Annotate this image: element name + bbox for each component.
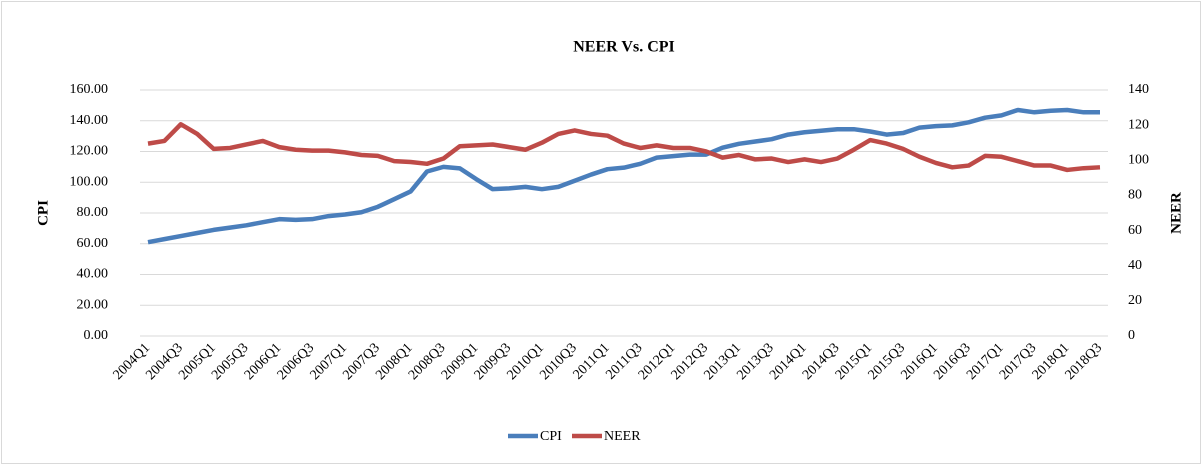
y-axis-title: CPI <box>35 200 51 226</box>
y2-tick-label: 140 <box>1128 82 1149 97</box>
y-tick-label: 0.00 <box>84 328 109 343</box>
y-tick-label: 140.00 <box>70 113 109 128</box>
y-tick-label: 120.00 <box>70 144 109 159</box>
y2-tick-label: 40 <box>1128 258 1142 273</box>
y2-axis-title: NEER <box>1168 192 1184 234</box>
chart-title: NEER Vs. CPI <box>573 39 675 56</box>
legend-label: NEER <box>604 429 641 444</box>
y-tick-label: 100.00 <box>70 174 109 189</box>
y-tick-label: 20.00 <box>77 297 109 312</box>
y2-tick-label: 100 <box>1128 153 1149 168</box>
y2-tick-label: 0 <box>1128 328 1135 343</box>
series-line <box>147 107 1100 245</box>
y2-tick-label: 60 <box>1128 223 1142 238</box>
y-tick-label: 40.00 <box>77 267 109 282</box>
y-tick-label: 160.00 <box>70 82 109 97</box>
series-line <box>147 122 1101 173</box>
y2-tick-label: 80 <box>1128 188 1142 203</box>
y-tick-label: 80.00 <box>77 205 109 220</box>
y2-tick-label: 20 <box>1128 293 1142 308</box>
y2-tick-label: 120 <box>1128 117 1149 132</box>
legend-label: CPI <box>540 429 562 444</box>
y-tick-label: 60.00 <box>77 236 109 251</box>
